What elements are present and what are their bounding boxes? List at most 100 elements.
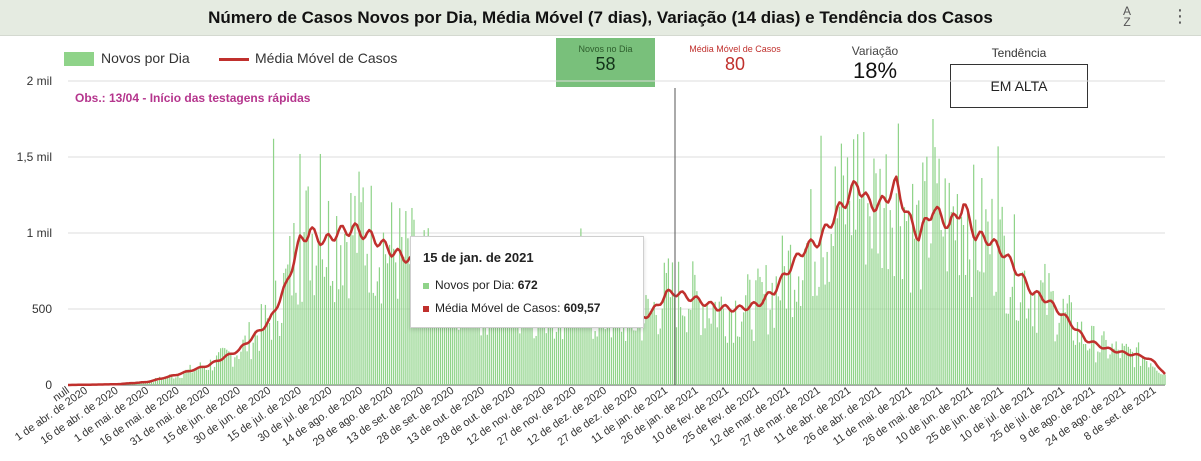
bar bbox=[588, 289, 590, 385]
bar bbox=[1156, 370, 1158, 385]
bar bbox=[299, 153, 301, 385]
bar bbox=[741, 321, 743, 385]
bar bbox=[1066, 303, 1068, 385]
bar bbox=[1074, 344, 1077, 385]
bar bbox=[958, 275, 961, 385]
bar bbox=[1009, 297, 1011, 385]
bar bbox=[877, 253, 879, 385]
bar bbox=[924, 181, 926, 385]
bar bbox=[885, 154, 887, 385]
bar bbox=[812, 296, 814, 385]
bar bbox=[641, 340, 643, 385]
bar bbox=[1056, 334, 1058, 385]
bar bbox=[893, 276, 895, 385]
bar bbox=[850, 235, 853, 385]
bar bbox=[694, 274, 696, 385]
bar bbox=[899, 226, 902, 385]
bar bbox=[1085, 343, 1087, 385]
bar bbox=[529, 302, 531, 385]
bar bbox=[1109, 354, 1111, 385]
bar bbox=[386, 263, 389, 385]
bar bbox=[541, 300, 543, 385]
bar bbox=[1091, 325, 1093, 385]
bar bbox=[810, 189, 812, 385]
bar bbox=[655, 314, 657, 385]
bar bbox=[472, 323, 474, 385]
more-vert-icon[interactable]: ⋮ bbox=[1171, 6, 1189, 26]
bar bbox=[1072, 340, 1075, 385]
bar bbox=[661, 308, 663, 385]
bar bbox=[610, 337, 613, 385]
bar bbox=[559, 280, 562, 385]
bar bbox=[960, 216, 963, 385]
kpi-media-movel: Média Móvel de Casos 80 bbox=[685, 44, 785, 75]
bar bbox=[395, 262, 397, 385]
bar bbox=[462, 296, 464, 385]
bar bbox=[732, 342, 735, 385]
bar bbox=[362, 187, 364, 385]
bar bbox=[156, 380, 159, 385]
bar bbox=[763, 293, 765, 385]
bar bbox=[183, 373, 185, 385]
bar bbox=[578, 298, 580, 385]
bar bbox=[871, 248, 873, 385]
legend-line-label: Média Móvel de Casos bbox=[255, 50, 398, 66]
kpi-variacao-label: Variação bbox=[851, 44, 899, 58]
bar bbox=[195, 368, 197, 385]
bar bbox=[486, 334, 488, 385]
bar bbox=[836, 218, 838, 385]
bar bbox=[912, 183, 914, 385]
bar bbox=[515, 272, 517, 385]
bar bbox=[916, 204, 918, 385]
bar bbox=[1005, 313, 1007, 385]
bar bbox=[213, 366, 216, 385]
bar bbox=[242, 339, 244, 385]
bar bbox=[659, 328, 661, 385]
bar bbox=[1089, 348, 1091, 385]
bar bbox=[1017, 320, 1020, 385]
bar bbox=[478, 312, 480, 385]
bar bbox=[651, 310, 653, 385]
bar bbox=[484, 297, 486, 385]
bar bbox=[566, 321, 568, 385]
bar bbox=[1135, 347, 1138, 385]
legend-bars-label: Novos por Dia bbox=[101, 50, 190, 66]
bar bbox=[964, 274, 967, 385]
bar bbox=[1060, 312, 1062, 385]
bar bbox=[165, 376, 167, 385]
bar bbox=[498, 314, 501, 385]
bar bbox=[572, 289, 574, 385]
bar bbox=[804, 248, 806, 385]
bar bbox=[488, 307, 490, 385]
bar bbox=[191, 372, 193, 385]
bar bbox=[623, 313, 625, 385]
bar bbox=[537, 286, 539, 385]
bar bbox=[816, 295, 818, 385]
bar bbox=[946, 271, 948, 385]
bar bbox=[600, 308, 602, 385]
bar bbox=[745, 295, 747, 385]
bar bbox=[277, 320, 279, 385]
bar bbox=[682, 315, 684, 385]
bar bbox=[401, 236, 403, 385]
bar bbox=[909, 292, 912, 385]
bar bbox=[775, 276, 777, 385]
bar bbox=[1003, 235, 1005, 385]
bar bbox=[1111, 343, 1113, 385]
bar bbox=[818, 286, 820, 385]
bar bbox=[356, 252, 358, 385]
bar bbox=[380, 303, 383, 385]
bar bbox=[207, 369, 210, 385]
bar bbox=[971, 296, 973, 385]
bar bbox=[643, 323, 645, 385]
bar bbox=[1127, 346, 1129, 385]
bar bbox=[388, 244, 391, 385]
bar bbox=[533, 338, 535, 385]
bar bbox=[604, 329, 606, 385]
bar bbox=[590, 316, 592, 385]
bar bbox=[289, 235, 291, 385]
bar bbox=[826, 251, 828, 385]
bar bbox=[281, 322, 283, 385]
